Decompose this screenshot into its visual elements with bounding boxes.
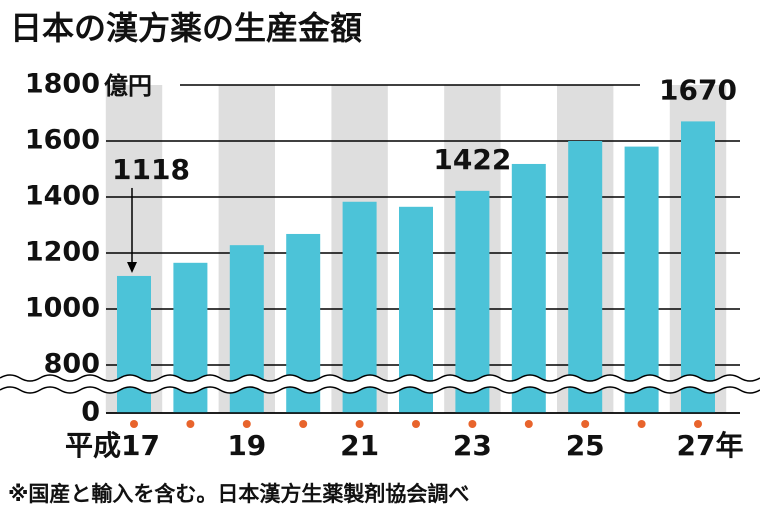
year-dot <box>637 420 646 428</box>
x-tick-label: 19 <box>227 429 266 462</box>
year-dot <box>130 420 138 428</box>
year-dot <box>524 420 533 428</box>
year-dot <box>299 420 308 428</box>
year-dot <box>412 420 420 428</box>
y-tick-label: 1800 <box>25 69 100 100</box>
break-fill <box>0 375 760 393</box>
year-dot <box>186 420 195 428</box>
y-axis-label: 億円 <box>104 72 152 100</box>
x-tick-label: 27年 <box>677 429 744 462</box>
value-label: 1422 <box>433 143 511 176</box>
y-tick-label: 0 <box>81 397 100 428</box>
bar <box>681 121 715 414</box>
note: ※国産と輸入を含む。日本漢方生薬製剤協会調べ <box>8 482 469 506</box>
year-dot <box>468 420 477 428</box>
arrow-head <box>127 261 137 273</box>
chart-title: 日本の漢方薬の生産金額 <box>10 9 362 47</box>
break-line <box>0 374 760 382</box>
bar <box>568 141 603 413</box>
year-dot <box>242 420 251 428</box>
x-tick-label: 平成17 <box>65 429 160 462</box>
bar <box>511 163 546 413</box>
x-tick-label: 25 <box>566 429 605 462</box>
year-dot <box>355 420 364 428</box>
value-label: 1670 <box>659 73 737 106</box>
y-tick-label: 1000 <box>25 293 100 324</box>
y-tick-label: 1400 <box>25 181 100 212</box>
year-dot <box>694 420 702 428</box>
bar <box>624 146 659 413</box>
y-tick-label: 1200 <box>25 237 100 268</box>
year-dot <box>581 420 590 428</box>
value-label: 1118 <box>112 153 190 186</box>
x-tick-label: 21 <box>340 429 379 462</box>
y-tick-label: 1600 <box>25 125 100 156</box>
break-line <box>0 386 760 394</box>
x-tick-label: 23 <box>453 429 492 462</box>
